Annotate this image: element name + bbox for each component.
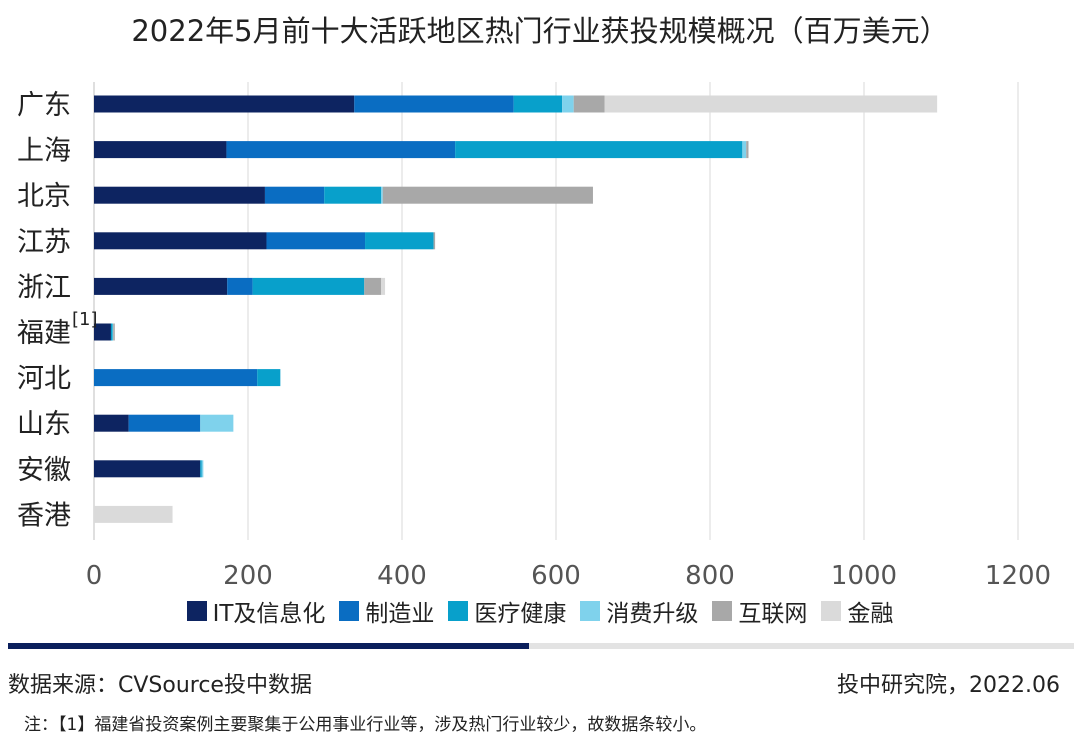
bar-segment [226, 141, 456, 159]
bar-segment [266, 232, 366, 250]
x-tick-label: 0 [86, 561, 103, 590]
legend-label: 消费升级 [606, 601, 699, 627]
legend-item: IT及信息化 [186, 594, 326, 628]
bar-segment [94, 277, 228, 295]
bar-segment [200, 414, 234, 432]
x-tick-label: 800 [685, 561, 735, 590]
category-label: 安徽 [17, 455, 71, 486]
legend-item: 互联网 [712, 594, 807, 628]
category-label: 江苏 [17, 227, 71, 258]
legend-label: 互联网 [738, 601, 808, 627]
category-label: 北京 [17, 181, 71, 212]
bar-segment [128, 414, 201, 432]
bar-segment [94, 369, 258, 387]
legend-swatch [821, 601, 842, 621]
bar-segment [112, 323, 114, 341]
publisher-date: 投中研究院，2022.06 [837, 673, 1060, 698]
legend-label: IT及信息化 [212, 601, 326, 627]
bar-segment [604, 95, 938, 113]
bar-segment [562, 95, 574, 113]
legend-swatch [448, 601, 469, 621]
footer-divider-accent [8, 643, 529, 649]
legend-swatch [580, 601, 601, 621]
bar-segment [201, 460, 204, 478]
legend-label: 医疗健康 [474, 601, 567, 627]
bar-segment [742, 141, 747, 159]
bar-segment [257, 369, 281, 387]
bar-segment [252, 277, 365, 295]
bar-segment [113, 323, 115, 341]
category-label: 上海 [17, 136, 71, 167]
legend-label: 金融 [847, 601, 894, 627]
x-tick-label: 200 [223, 561, 273, 590]
bar-segment [227, 277, 253, 295]
bar-segment [746, 141, 749, 159]
legend-item: 医疗健康 [448, 594, 566, 628]
bar-segment [94, 460, 201, 478]
bar-segment [365, 232, 434, 250]
bar-segment [573, 95, 605, 113]
bar-chart: 0 200 400 600 800 1000 1200 广东上海北京江苏浙江福建河北山东安徽香… [17, 82, 1051, 590]
category-label: 山东 [17, 409, 71, 440]
bar-segment [94, 505, 173, 523]
bar-segment [264, 186, 325, 204]
footer-divider [529, 643, 1074, 649]
bar-segment [94, 186, 265, 204]
legend-item: 消费升级 [580, 594, 698, 628]
bar-segment [513, 95, 563, 113]
chart-legend: IT及信息化 制造业 医疗健康 消费升级 互联网 金融 [0, 594, 1080, 628]
bar-segment [94, 232, 267, 250]
bar-segment [354, 95, 514, 113]
annotation-label: [1] [72, 309, 98, 330]
x-tick-label: 400 [377, 561, 427, 590]
legend-swatch [712, 601, 733, 621]
bar-segment [94, 95, 355, 113]
legend-swatch [186, 601, 207, 621]
bar-segment [94, 141, 227, 159]
bar-segment [381, 186, 383, 204]
category-label: 广东 [17, 90, 71, 121]
bar-segment [200, 460, 202, 478]
category-label: 福建 [17, 318, 71, 349]
data-source: 数据来源：CVSource投中数据 [8, 673, 312, 698]
bar-segment [382, 186, 593, 204]
bar-segment [94, 414, 129, 432]
x-tick-label: 1000 [831, 561, 897, 590]
x-tick-label: 1200 [985, 561, 1051, 590]
category-label: 香港 [17, 500, 71, 531]
category-label: 河北 [17, 364, 71, 395]
x-tick-label: 600 [531, 561, 581, 590]
chart-title: 2022年5月前十大活跃地区热门行业获投规模概况（百万美元） [131, 14, 949, 48]
category-label: 浙江 [17, 272, 71, 303]
footnote: 注：【1】福建省投资案例主要聚集于公用事业行业等，涉及热门行业较少，故数据条较小… [24, 715, 707, 735]
bar-segment [381, 277, 386, 295]
legend-swatch [339, 601, 360, 621]
legend-item: 制造业 [339, 594, 434, 628]
bar-segment [324, 186, 382, 204]
bar-segment [455, 141, 743, 159]
bar-segment [110, 323, 113, 341]
legend-label: 制造业 [365, 601, 435, 627]
bar-segment [433, 232, 436, 250]
bar-segment [364, 277, 382, 295]
bar-segment [94, 323, 111, 341]
legend-item: 金融 [821, 594, 893, 628]
